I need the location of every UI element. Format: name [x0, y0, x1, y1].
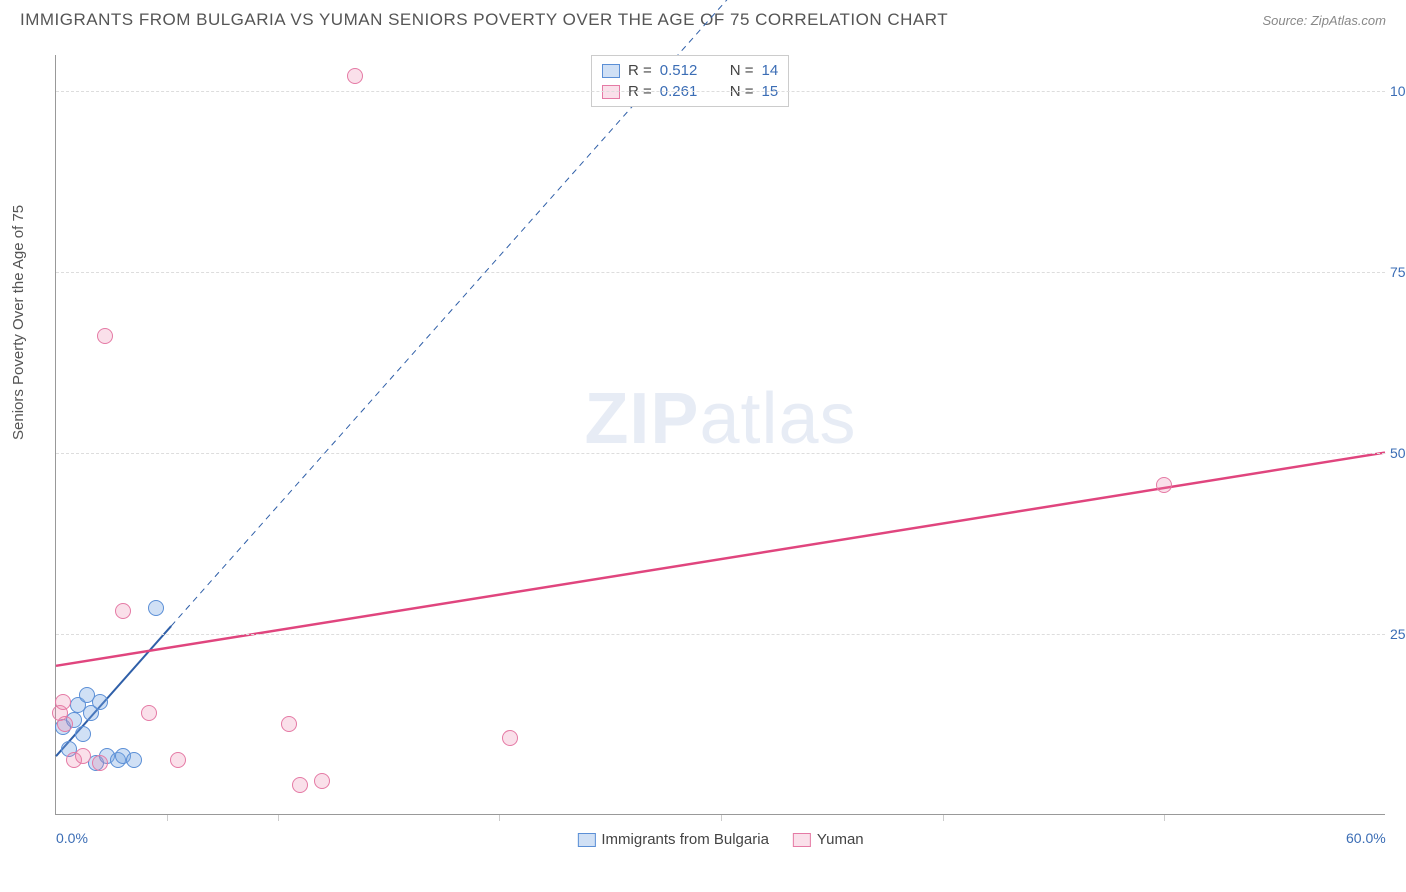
n-label: N =: [730, 62, 754, 79]
data-point-yuman: [347, 68, 363, 84]
n-value-bulgaria: 14: [762, 62, 779, 79]
x-minor-tick: [167, 815, 168, 821]
data-point-yuman: [502, 730, 518, 746]
data-point-bulgaria: [126, 752, 142, 768]
x-minor-tick: [278, 815, 279, 821]
stats-legend: R = 0.512 N = 14 R = 0.261 N = 15: [591, 55, 789, 107]
y-tick-label: 75.0%: [1390, 264, 1406, 280]
data-point-yuman: [92, 755, 108, 771]
plot-area: ZIPatlas R = 0.512 N = 14 R = 0.261 N = …: [55, 55, 1385, 815]
swatch-bulgaria: [602, 64, 620, 78]
r-label: R =: [628, 62, 652, 79]
stats-row-bulgaria: R = 0.512 N = 14: [602, 60, 778, 81]
data-point-yuman: [141, 705, 157, 721]
data-point-bulgaria: [79, 687, 95, 703]
gridline-horizontal: [56, 272, 1385, 273]
data-point-yuman: [97, 328, 113, 344]
gridline-horizontal: [56, 634, 1385, 635]
data-point-yuman: [281, 716, 297, 732]
gridline-horizontal: [56, 91, 1385, 92]
swatch-yuman: [793, 833, 811, 847]
y-tick-label: 25.0%: [1390, 626, 1406, 642]
data-point-yuman: [57, 716, 73, 732]
data-point-yuman: [55, 694, 71, 710]
x-minor-tick: [721, 815, 722, 821]
swatch-bulgaria: [577, 833, 595, 847]
data-point-yuman: [170, 752, 186, 768]
data-point-yuman: [115, 603, 131, 619]
data-point-yuman: [75, 748, 91, 764]
watermark-atlas: atlas: [699, 379, 856, 459]
chart-title: IMMIGRANTS FROM BULGARIA VS YUMAN SENIOR…: [20, 10, 948, 30]
x-minor-tick: [943, 815, 944, 821]
legend-label-yuman: Yuman: [817, 831, 864, 848]
x-minor-tick: [499, 815, 500, 821]
data-point-yuman: [1156, 477, 1172, 493]
data-point-yuman: [292, 777, 308, 793]
legend-item-bulgaria: Immigrants from Bulgaria: [577, 831, 769, 848]
watermark: ZIPatlas: [584, 378, 856, 460]
x-tick-label: 0.0%: [56, 830, 88, 846]
x-tick-label: 60.0%: [1346, 830, 1386, 846]
y-tick-label: 50.0%: [1390, 445, 1406, 461]
regression-lines-svg: [56, 55, 1385, 814]
data-point-bulgaria: [148, 600, 164, 616]
r-value-bulgaria: 0.512: [660, 62, 710, 79]
source-attribution: Source: ZipAtlas.com: [1262, 13, 1386, 28]
source-label: Source:: [1262, 13, 1310, 28]
y-axis-label: Seniors Poverty Over the Age of 75: [10, 205, 27, 440]
x-minor-tick: [1164, 815, 1165, 821]
legend-item-yuman: Yuman: [793, 831, 864, 848]
series-legend: Immigrants from Bulgaria Yuman: [577, 831, 863, 848]
y-tick-label: 100.0%: [1390, 83, 1406, 99]
data-point-yuman: [314, 773, 330, 789]
watermark-zip: ZIP: [584, 379, 699, 459]
gridline-horizontal: [56, 453, 1385, 454]
legend-label-bulgaria: Immigrants from Bulgaria: [601, 831, 769, 848]
title-bar: IMMIGRANTS FROM BULGARIA VS YUMAN SENIOR…: [20, 10, 1386, 30]
source-value: ZipAtlas.com: [1311, 13, 1386, 28]
data-point-bulgaria: [75, 726, 91, 742]
